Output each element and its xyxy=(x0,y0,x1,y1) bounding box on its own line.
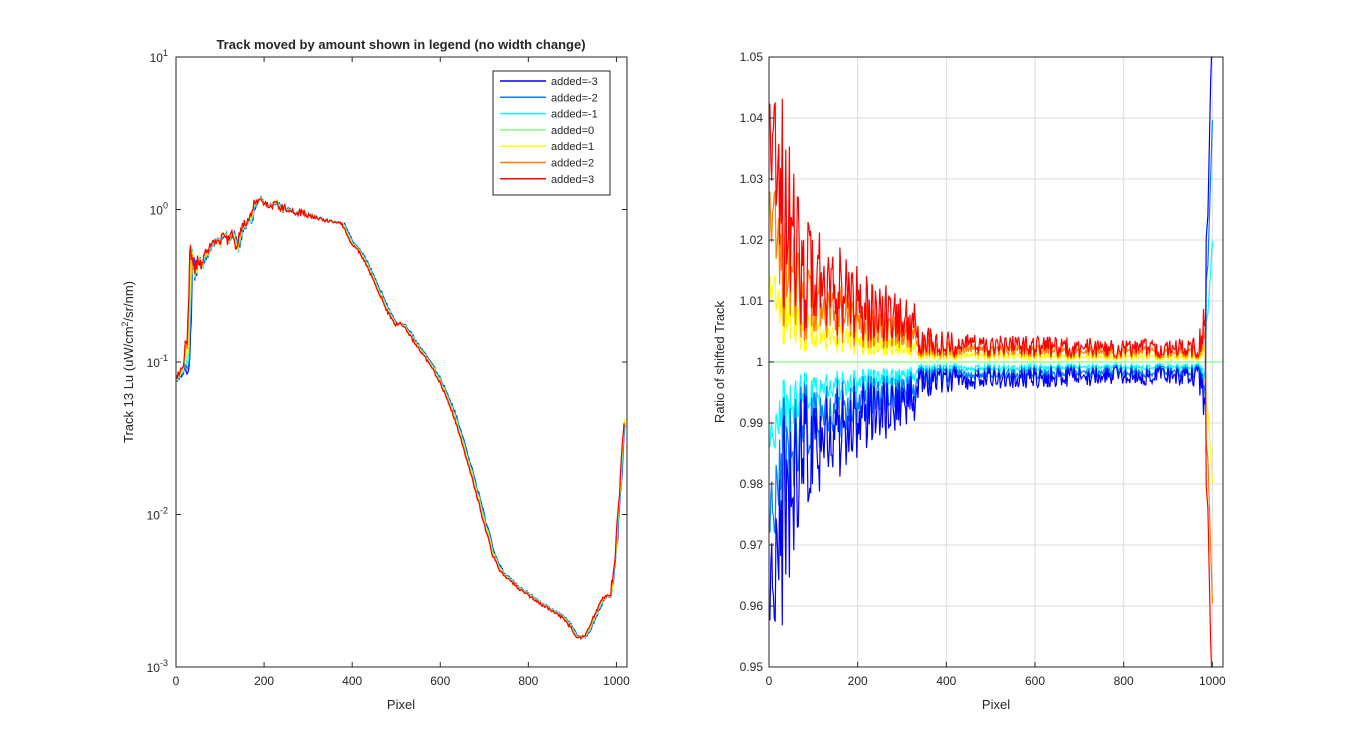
left-y-axis-label-main: Track 13 Lu (uW/cm xyxy=(121,326,136,443)
legend-label: added=3 xyxy=(551,174,594,186)
left-chart-title: Track moved by amount shown in legend (n… xyxy=(216,37,585,52)
right-x-tick-label: 0 xyxy=(766,674,773,688)
left-y-tick-label: 101 xyxy=(150,48,168,65)
legend-box xyxy=(492,70,611,196)
right-y-tick-label: 0.95 xyxy=(740,660,764,674)
right-y-tick-label: 1 xyxy=(756,355,763,369)
left-x-axis-label: Pixel xyxy=(387,697,415,712)
right-x-ticks: 0 200 400 600 800 1000 xyxy=(766,662,1226,688)
right-x-axis-label: Pixel xyxy=(982,697,1010,712)
legend-label: added=2 xyxy=(551,158,594,170)
left-y-tick-label: 10-2 xyxy=(147,506,168,523)
left-y-tick-label: 10-3 xyxy=(147,658,168,675)
legend-label: added=-2 xyxy=(551,92,598,104)
right-y-tick-label: 1.02 xyxy=(740,233,764,247)
right-y-tick-label: 1.03 xyxy=(740,172,764,186)
right-y-tick-label: 1.01 xyxy=(740,294,764,308)
legend-items: added=-3 added=-2 added=-1 added=0 added=1 ad… xyxy=(500,76,598,186)
left-x-tick-label: 800 xyxy=(518,674,538,688)
left-x-tick-label: 0 xyxy=(173,674,180,688)
left-y-axis-label-sup: 2 xyxy=(120,321,130,326)
left-y-axis-label: Track 13 Lu (uW/cm2/sr/nm) xyxy=(120,281,136,443)
left-series-line-added=3 xyxy=(175,198,626,640)
right-y-tick-label: 1.04 xyxy=(740,111,764,125)
right-y-ticks: 0.95 0.96 0.97 0.98 0.99 1 1.01 1.02 1.03 1.04 1.0… xyxy=(740,50,774,674)
left-x-ticks: 0 200 400 600 800 1000 xyxy=(173,57,630,688)
left-y-ticks: 10-3 10-2 10-1 100 101 xyxy=(147,48,627,675)
right-series-line-added=-3 xyxy=(768,56,1213,626)
left-x-tick-label: 1000 xyxy=(603,674,630,688)
legend-label: added=0 xyxy=(551,125,594,137)
right-y-tick-label: 0.96 xyxy=(740,599,764,613)
left-y-axis-label-tail: /sr/nm) xyxy=(121,281,136,321)
left-y-tick-label: 10-1 xyxy=(147,353,168,370)
right-x-tick-label: 600 xyxy=(1025,674,1045,688)
right-y-tick-label: 0.99 xyxy=(740,416,764,430)
legend-label: added=-3 xyxy=(551,76,598,88)
right-series-lines xyxy=(768,56,1223,668)
legend-label: added=1 xyxy=(551,141,594,153)
right-series-line-added=3 xyxy=(768,98,1213,668)
left-x-tick-label: 400 xyxy=(342,674,362,688)
legend: added=-3 added=-2 added=-1 added=0 added=1 ad… xyxy=(492,70,611,196)
right-x-tick-label: 800 xyxy=(1114,674,1134,688)
right-series-line-added=1 xyxy=(768,274,1213,483)
right-x-tick-label: 400 xyxy=(936,674,956,688)
legend-label: added=-1 xyxy=(551,109,598,121)
left-series-lines xyxy=(175,195,626,641)
left-chart: 0 200 400 600 800 1000 10-3 10-2 10-1 100 101 Tra… xyxy=(120,37,630,712)
right-y-tick-label: 1.05 xyxy=(740,50,764,64)
right-y-axis-label: Ratio of shifted Track xyxy=(712,300,727,423)
right-chart: 0 200 400 600 800 1000 0.95 0.96 0.97 0.98 0.99 1 1… xyxy=(712,50,1226,712)
right-series-line-added=-1 xyxy=(768,241,1213,450)
left-x-tick-label: 600 xyxy=(430,674,450,688)
left-x-tick-label: 200 xyxy=(254,674,274,688)
right-y-tick-label: 0.98 xyxy=(740,477,764,491)
right-y-tick-label: 0.97 xyxy=(740,538,764,552)
right-x-tick-label: 1000 xyxy=(1199,674,1226,688)
left-y-tick-label: 100 xyxy=(150,201,168,218)
right-x-tick-label: 200 xyxy=(848,674,868,688)
